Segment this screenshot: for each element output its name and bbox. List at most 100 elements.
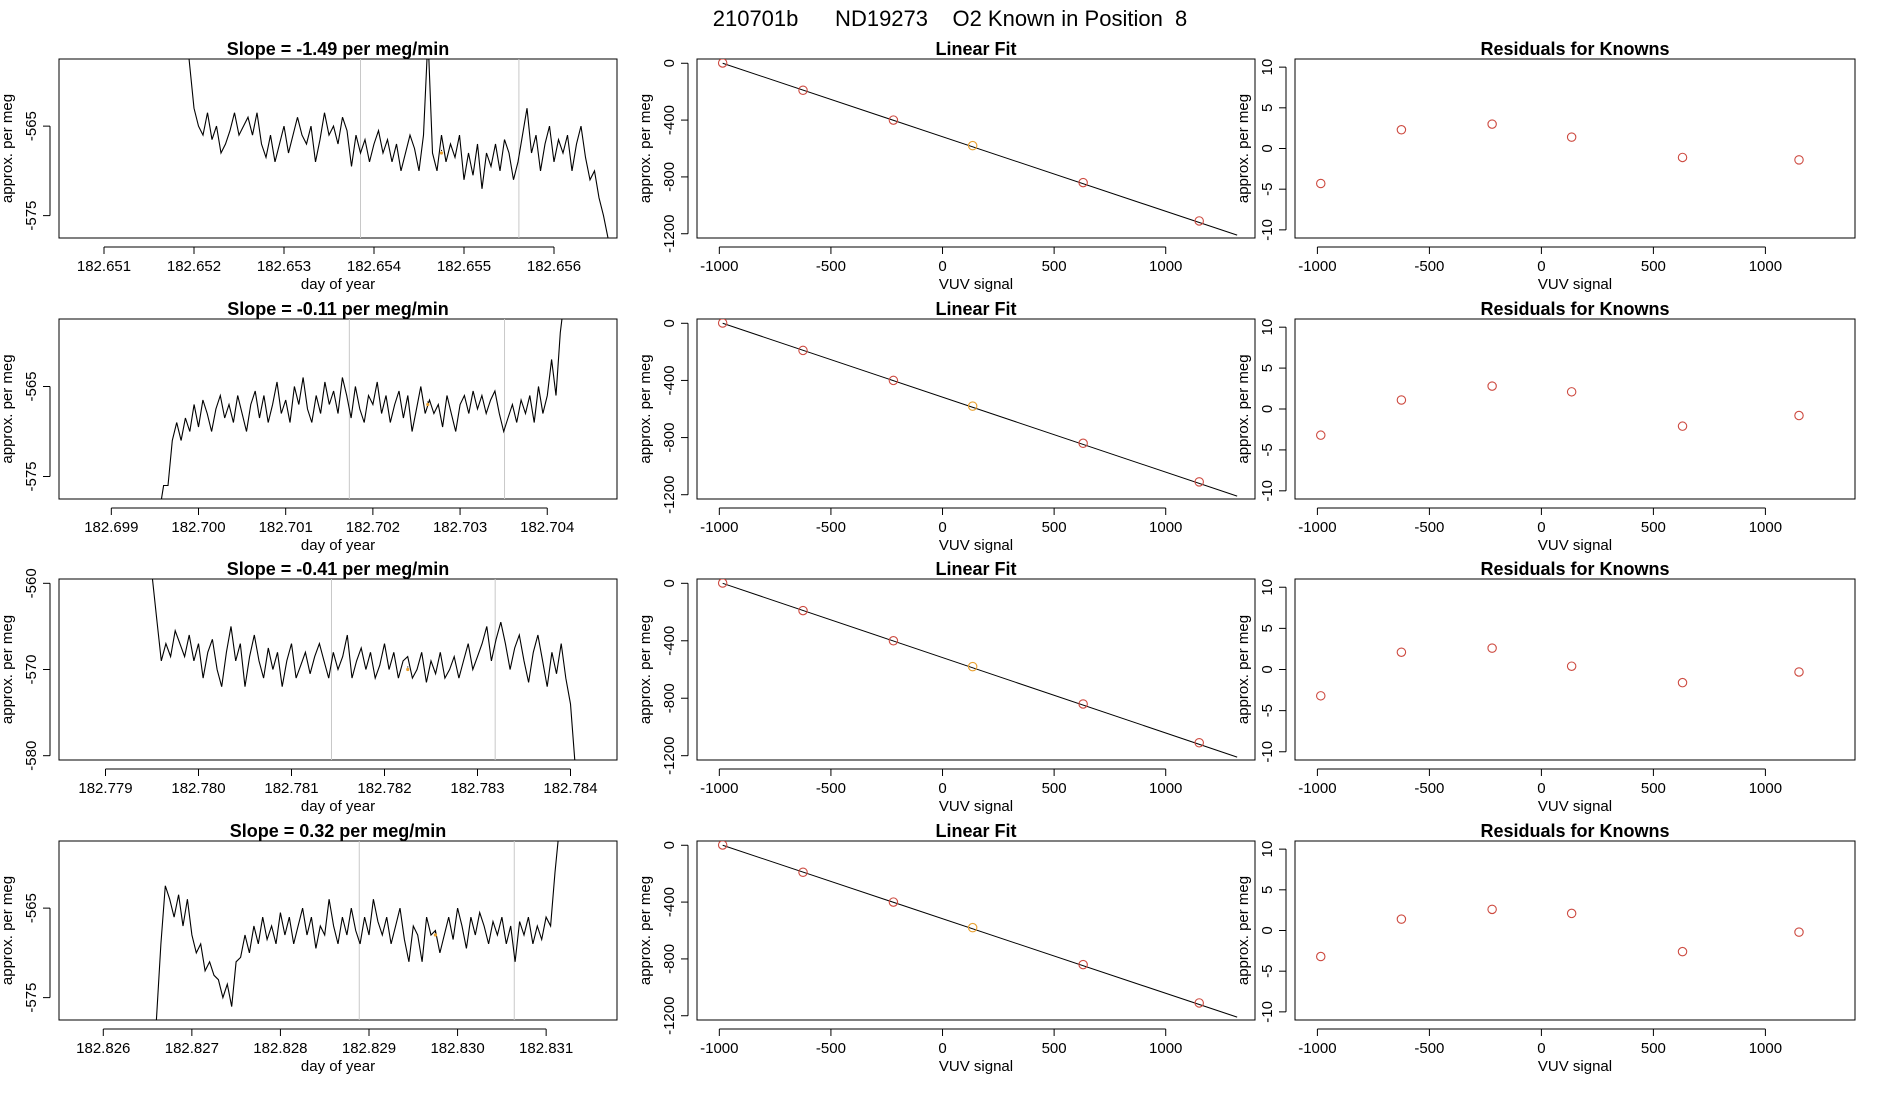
series-line: [155, 841, 559, 1020]
panel-title: Residuals for Knowns: [1480, 559, 1669, 579]
x-axis-label: VUV signal: [1538, 537, 1612, 554]
panel-title: Linear Fit: [935, 39, 1016, 59]
plot-frame: [58, 578, 618, 761]
panel-title: Linear Fit: [935, 299, 1016, 319]
panel-1-2: Residuals for Knowns -1000 -500 0 500 1000 VUV…: [1235, 299, 1856, 554]
x-tick-label: 182.830: [430, 1040, 484, 1057]
x-tick-label: -1000: [700, 519, 738, 536]
x-tick-label: -1000: [1298, 258, 1336, 275]
plot-frame: [696, 318, 1256, 500]
plot-frame: [1294, 578, 1856, 761]
x-tick-label: 182.831: [519, 1040, 573, 1057]
data-point: [1078, 177, 1088, 188]
data-point: [967, 922, 978, 933]
panel-title: Slope = -0.11 per meg/min: [227, 299, 449, 319]
x-tick-label: 182.783: [450, 780, 504, 797]
plot-area: ·: [188, 59, 609, 238]
y-tick-label: -10: [1259, 741, 1276, 763]
y-tick-label: 0: [661, 841, 678, 849]
plot-frame: [1294, 318, 1856, 500]
y-axis-label: approx. per meg: [0, 94, 16, 203]
data-point: [717, 579, 728, 588]
y-axis-label: approx. per meg: [1235, 876, 1252, 985]
x-tick-label: 500: [1641, 1040, 1666, 1057]
y-tick-label: -575: [23, 983, 40, 1013]
data-point: [1677, 677, 1688, 688]
data-point: [1194, 477, 1204, 487]
data-point: [967, 401, 978, 411]
y-tick-label: -800: [661, 162, 678, 192]
plot-frame: [1294, 58, 1856, 239]
data-point: [1794, 667, 1804, 677]
x-tick-label: 0: [1537, 780, 1545, 797]
y-tick-label: -800: [661, 944, 678, 974]
x-tick-label: 182.699: [84, 519, 138, 536]
panel-3-2: Residuals for Knowns -1000 -500 0 500 1000 VUV…: [1235, 821, 1856, 1075]
x-tick-label: -500: [816, 1040, 846, 1057]
y-tick-label: -400: [661, 365, 678, 395]
data-point: [1316, 430, 1326, 440]
x-tick-label: -1000: [1298, 780, 1336, 797]
x-axis-label: VUV signal: [1538, 1058, 1612, 1075]
panel-2-2: Residuals for Knowns -1000 -500 0 500 1000 VUV…: [1235, 559, 1856, 815]
x-tick-label: 182.827: [165, 1040, 219, 1057]
data-point: [1487, 119, 1497, 129]
y-tick-label: -1200: [661, 997, 678, 1035]
highlight-point: [433, 933, 438, 937]
data-point: [1396, 647, 1407, 657]
x-axis-label: VUV signal: [939, 1058, 1013, 1075]
x-tick-label: 0: [1537, 519, 1545, 536]
data-point: [717, 319, 728, 328]
x-tick-label: 1000: [1149, 519, 1182, 536]
data-point: [1566, 132, 1577, 142]
x-tick-label: 182.704: [520, 519, 574, 536]
panel-1-0: Slope = -0.11 per meg/min 182.699 182.700 1…: [0, 299, 618, 554]
highlight-point: [426, 402, 430, 407]
plot-frame: [58, 840, 618, 1021]
y-tick-label: -5: [1259, 704, 1276, 717]
highlight-point: [406, 667, 410, 672]
x-axis-label: day of year: [301, 798, 375, 815]
y-tick-label: -10: [1259, 1001, 1276, 1023]
x-tick-label: 182.782: [357, 780, 411, 797]
plot-frame: [696, 58, 1256, 239]
x-tick-label: -500: [816, 258, 846, 275]
y-tick-label: 5: [1259, 364, 1276, 372]
highlight-point: [439, 151, 444, 155]
y-tick-label: -5: [1259, 443, 1276, 456]
plot-area: [717, 841, 1238, 1018]
series-line: [160, 319, 563, 499]
panel-0-2: Residuals for Knowns -1000 -500 0 500 1000 VUV…: [1235, 39, 1856, 293]
y-axis-label: approx. per meg: [637, 876, 654, 985]
x-tick-label: 0: [938, 1040, 946, 1057]
y-tick-label: -5: [1259, 965, 1276, 978]
x-tick-label: 182.703: [433, 519, 487, 536]
panel-title: Linear Fit: [935, 559, 1016, 579]
x-tick-label: 182.828: [253, 1040, 307, 1057]
panel-2-0: Slope = -0.41 per meg/min 182.779 182.780 1…: [0, 559, 618, 815]
x-tick-label: 0: [938, 258, 946, 275]
data-point: [1078, 438, 1088, 449]
plot-area: [1316, 119, 1804, 189]
x-tick-label: 182.654: [347, 258, 401, 275]
series-line: [188, 59, 609, 238]
x-tick-label: 182.652: [167, 258, 221, 275]
series-line: [151, 579, 576, 760]
x-axis-label: VUV signal: [1538, 276, 1612, 293]
fit-line: [722, 62, 1238, 236]
data-point: [1396, 125, 1407, 135]
y-axis-label: approx. per meg: [637, 615, 654, 724]
plot-area: [717, 319, 1238, 497]
plot-frame: [58, 318, 618, 500]
x-tick-label: 1000: [1149, 780, 1182, 797]
x-axis-label: day of year: [301, 1058, 375, 1075]
data-point: [1396, 914, 1407, 924]
highlight-mark: ·: [406, 662, 409, 673]
data-point: [1487, 381, 1497, 391]
x-tick-label: 1000: [1749, 1040, 1782, 1057]
x-tick-label: 500: [1042, 258, 1067, 275]
y-axis-label: approx. per meg: [0, 615, 16, 724]
